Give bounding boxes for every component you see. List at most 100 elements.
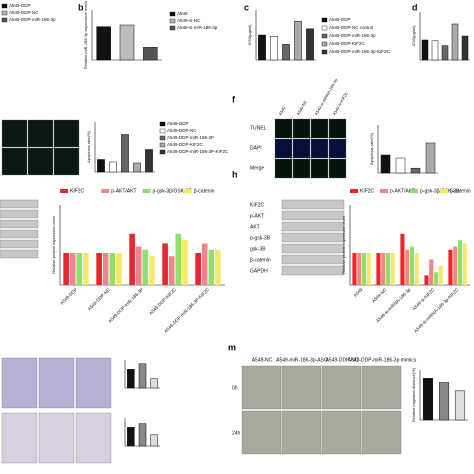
bar xyxy=(143,47,158,61)
blot-label: gsk-3B xyxy=(250,246,266,252)
bar xyxy=(448,249,453,285)
bar xyxy=(381,253,386,285)
bar xyxy=(182,240,188,285)
bar xyxy=(97,159,105,173)
legend-label: A549-DDP-miR-186-3p xyxy=(329,33,376,38)
bar xyxy=(121,134,129,173)
column-label: A549-DDP-NC xyxy=(326,357,359,363)
bar xyxy=(294,21,302,61)
legend-swatch xyxy=(321,33,328,39)
y-axis-label: Apoptosis rate(%) xyxy=(86,130,91,162)
legend-label: A549-DDP-NC control xyxy=(329,25,373,30)
legend-swatch xyxy=(183,189,192,193)
image-tile xyxy=(274,138,293,159)
bar xyxy=(431,40,439,61)
bar xyxy=(127,369,135,389)
y-axis-label: Relative migration distance(%) xyxy=(411,367,416,422)
x-tick-label: A549-DDP xyxy=(59,287,78,306)
legend-label: A549 xyxy=(177,11,188,16)
y-axis-label: Apoptosis rate(%) xyxy=(369,132,374,164)
panel-label: f xyxy=(232,94,236,104)
image-tile xyxy=(281,199,345,210)
bar xyxy=(76,253,83,285)
legend-label: A549-DDP xyxy=(329,17,351,22)
panel-label: d xyxy=(412,2,418,12)
legend-swatch xyxy=(159,142,166,148)
legend-label: A549-DDP-miR-186-3P xyxy=(167,135,214,140)
bar xyxy=(458,240,463,285)
legend-label: A549-DDP-KIF2C xyxy=(329,41,366,46)
row-label: TUNEL xyxy=(250,125,267,131)
image-tile xyxy=(53,119,80,148)
image-tile xyxy=(274,118,293,139)
bar xyxy=(282,44,290,61)
legend-swatch xyxy=(142,189,151,193)
legend-swatch xyxy=(350,189,358,193)
bar xyxy=(425,142,436,174)
bar xyxy=(462,243,467,285)
legend-label: p-gsk-3β/GSK-3B xyxy=(420,188,460,194)
bar xyxy=(83,253,89,285)
image-tile xyxy=(281,265,345,276)
bar xyxy=(410,167,421,174)
column-label: A549-si-KIF2C xyxy=(331,91,349,116)
legend-label: A549-DDP xyxy=(167,121,189,126)
bar xyxy=(395,157,406,174)
image-tile xyxy=(0,239,39,249)
bar xyxy=(109,161,117,173)
row-label: 0h xyxy=(232,385,238,391)
legend-swatch xyxy=(321,25,328,31)
y-axis-label: Relative protein expression level xyxy=(341,216,346,274)
bar xyxy=(162,243,168,285)
bar xyxy=(421,39,429,61)
legend-label: A549-si-miR-186-3p xyxy=(177,25,218,30)
legend-label: β-catenin xyxy=(450,188,471,194)
bar xyxy=(441,45,449,61)
bar xyxy=(453,246,458,285)
bar xyxy=(129,233,135,285)
legend-label: A549-DDP-NC xyxy=(167,128,197,133)
legend-swatch xyxy=(321,41,328,47)
bar xyxy=(133,162,141,173)
image-tile xyxy=(281,254,345,265)
bar xyxy=(135,246,142,285)
bar xyxy=(386,253,391,285)
column-label: A549-miR-186-3p-ASO xyxy=(276,357,328,363)
bar xyxy=(438,382,450,421)
panel-label: h xyxy=(232,169,238,179)
image-tile xyxy=(292,118,311,139)
bar xyxy=(376,253,381,285)
legend-swatch xyxy=(321,17,328,23)
bar xyxy=(366,253,371,285)
image-tile xyxy=(361,410,402,455)
bar xyxy=(96,26,111,61)
panel-label: m xyxy=(228,342,236,352)
legend-label: KIF2C xyxy=(70,188,85,194)
column-label: A549-DDP-miR-186-3p mimics xyxy=(348,357,417,363)
image-tile xyxy=(281,210,345,221)
image-tile xyxy=(281,232,345,243)
image-tile xyxy=(241,365,282,410)
bar xyxy=(461,35,469,61)
y-axis-label: Relative miR-186-3p expression levels xyxy=(83,1,88,69)
legend-swatch xyxy=(1,3,8,9)
image-tile xyxy=(0,229,39,239)
image-tile xyxy=(361,365,402,410)
bar xyxy=(306,28,314,61)
legend-label: A549-si-NC xyxy=(177,18,201,23)
image-tile xyxy=(38,412,75,464)
image-tile xyxy=(310,158,329,179)
image-tile xyxy=(27,147,54,176)
bar xyxy=(145,149,153,173)
bar xyxy=(422,378,434,421)
blot-label: GAPDH xyxy=(250,268,268,274)
legend-label: p-AKT/AKT xyxy=(390,188,415,194)
legend-swatch xyxy=(410,189,418,193)
bar xyxy=(63,253,69,285)
legend-label: A549-DDP-miR-186-3P-KIF2C xyxy=(167,149,229,154)
image-tile xyxy=(75,357,112,409)
bar xyxy=(149,256,155,285)
image-tile xyxy=(0,249,39,259)
legend-swatch xyxy=(169,11,176,17)
panel-label: b xyxy=(78,2,84,12)
